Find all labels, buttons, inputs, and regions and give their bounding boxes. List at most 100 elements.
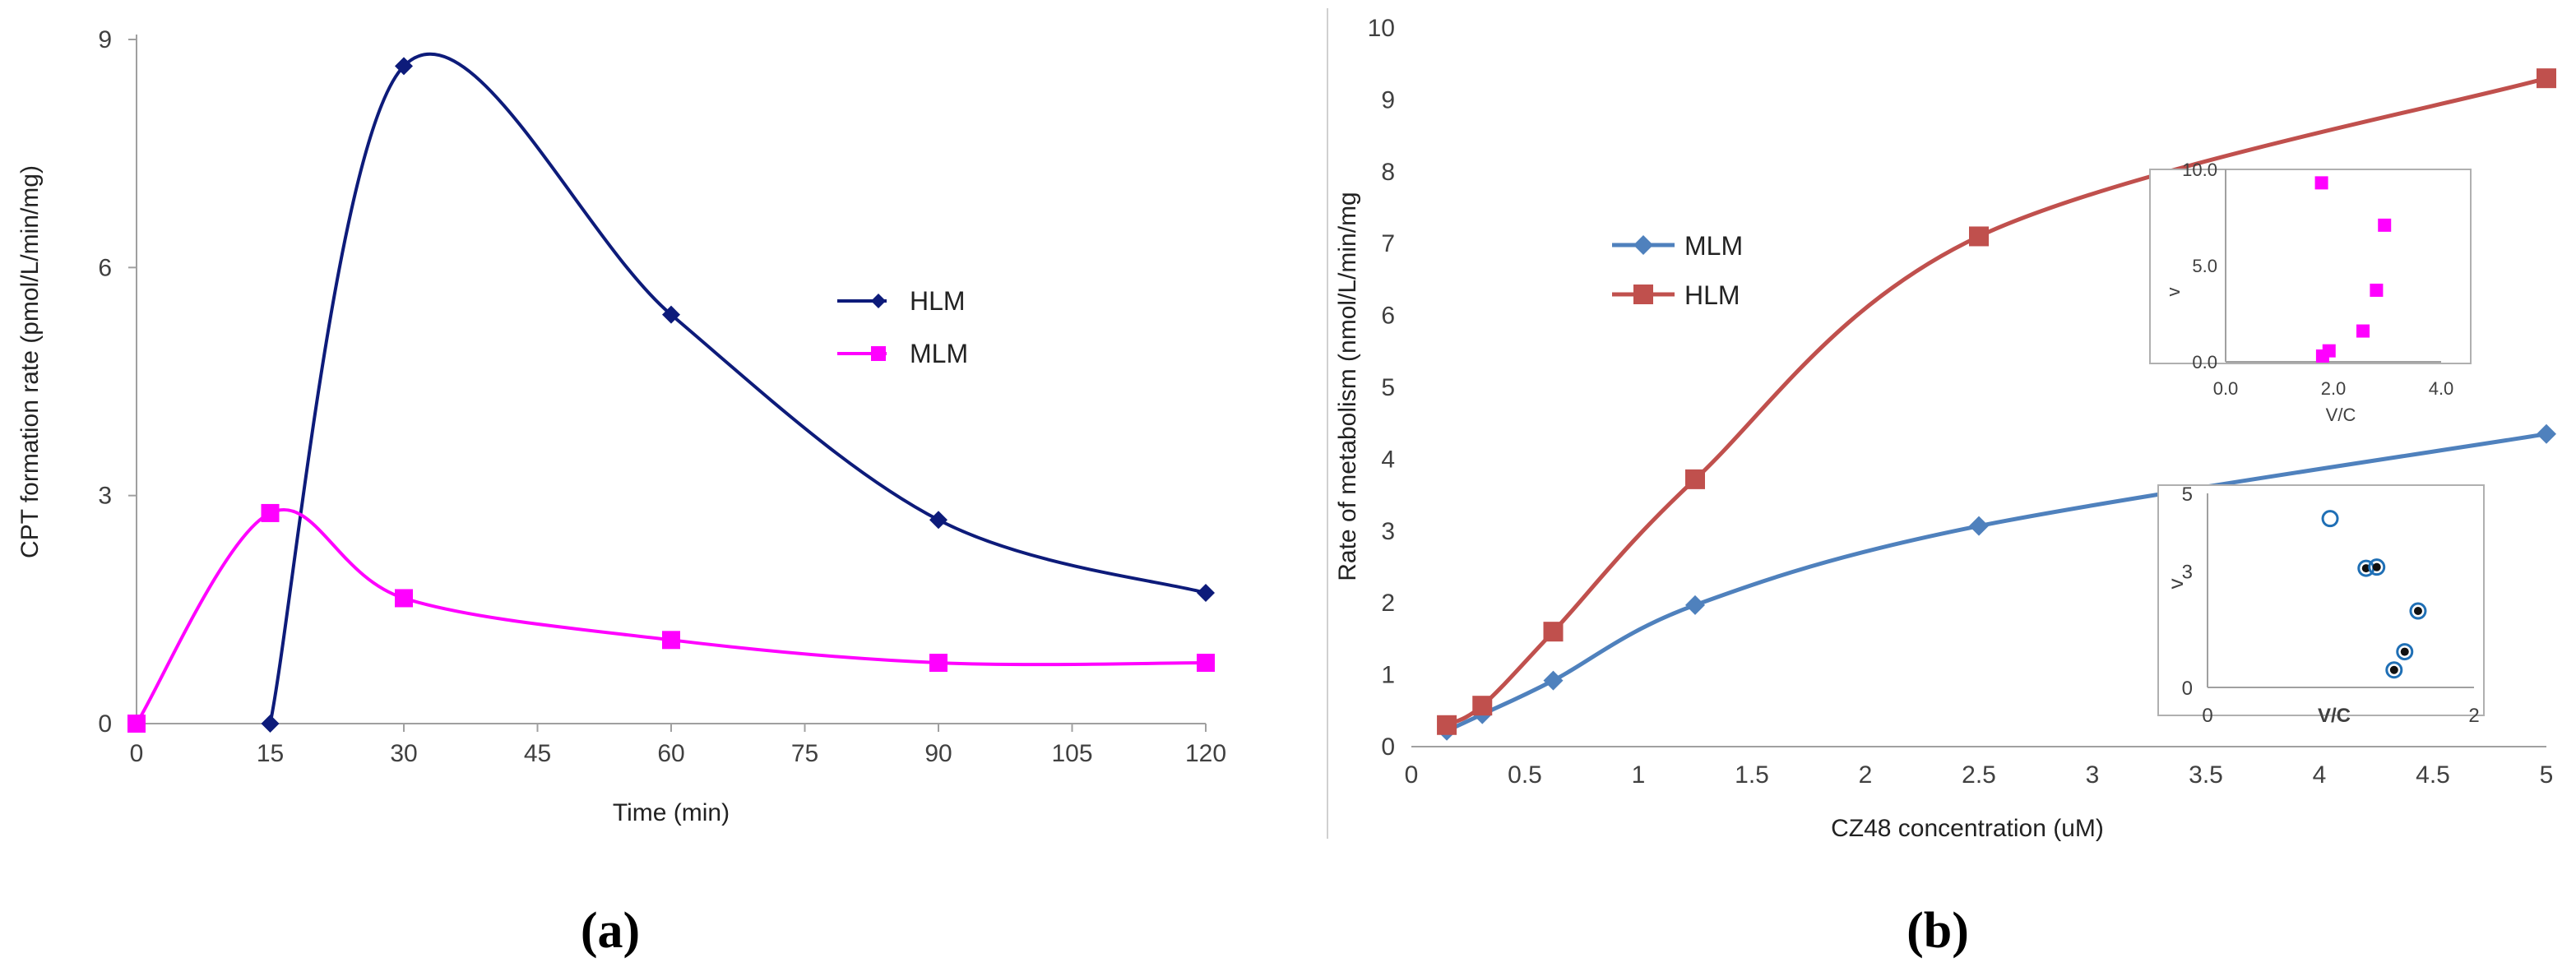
chart-b-legend-label: HLM — [1684, 280, 1740, 310]
chart-a-y-tick-label: 3 — [98, 483, 112, 510]
chart-b-x-axis-label: CZ48 concentration (uM) — [1831, 815, 2104, 842]
inset-bottom-data-point — [2409, 602, 2427, 620]
chart-b-data-point — [1685, 595, 1705, 615]
chart-b-series-line-mlm — [1446, 432, 2547, 733]
chart-a-x-tick-label: 90 — [924, 740, 952, 767]
chart-b-x-tick-label: 0 — [1405, 761, 1419, 789]
chart-a-x-axis-label: Time (min) — [613, 799, 730, 826]
chart-b-x-tick-label: 3.5 — [2189, 761, 2223, 789]
chart-b: 0 0.5 1 1.5 2 2.5 3 3.5 4 4.5 5 0 1 2 3 4 5 6 7 8 9 10 MLM HLM… — [1334, 15, 2556, 842]
chart-a-x-tick-label: 0 — [130, 740, 144, 767]
inset-top-x-tick-label: 2.0 — [2321, 378, 2347, 399]
inset-bottom-y-label: v — [2163, 579, 2188, 590]
panel-label-b: (b) — [1907, 903, 1969, 959]
inset-top-y-label: v — [2163, 288, 2184, 297]
chart-b-y-tick-label: 5 — [1381, 374, 1395, 401]
inset-top-x-tick-label: 4.0 — [2429, 378, 2454, 399]
panel-label-a: (a) — [581, 903, 640, 959]
chart-a-x-tick-label: 60 — [657, 740, 684, 767]
chart-b-data-point — [2537, 423, 2556, 444]
chart-b-x-tick-label: 0.5 — [1508, 761, 1542, 789]
chart-b-y-axis-label: Rate of metabolism (nmol/L/min/mg — [1334, 192, 1361, 581]
chart-b-x-tick-label: 2.5 — [1962, 761, 1996, 789]
inset-top-data-point — [2370, 283, 2384, 297]
inset-top-data-point — [2314, 176, 2328, 190]
inset-bottom-data-point-fill — [2372, 562, 2381, 571]
chart-b-x-tick-label: 2 — [1859, 761, 1873, 789]
chart-b-data-point — [1543, 670, 1564, 691]
chart-a-x-tick-label: 15 — [257, 740, 284, 767]
inset-top-data-point — [2378, 218, 2392, 232]
chart-a-y-axis-label: CPT formation rate (pmol/L/min/mg) — [16, 165, 44, 558]
inset-top-y-tick-label: 10.0 — [2182, 160, 2217, 180]
inset-bottom: 0 2 0 3 5 V/C v — [2157, 484, 2485, 727]
chart-a-legend-marker — [871, 294, 886, 308]
chart-b-y-tick-label: 4 — [1381, 446, 1395, 473]
chart-a-legend-marker — [871, 346, 886, 361]
chart-a-x-tick-label: 105 — [1051, 740, 1092, 767]
inset-bottom-x-tick-label: 2 — [2468, 705, 2479, 727]
inset-top-x-tick-label: 0.0 — [2213, 378, 2239, 399]
chart-b-y-tick-label: 9 — [1381, 86, 1395, 113]
chart-a-data-point — [1197, 654, 1215, 673]
chart-a-y-tick-label: 6 — [98, 254, 112, 281]
inset-top-data-point — [2322, 344, 2336, 358]
chart-a-data-point — [662, 631, 680, 650]
chart-b-data-point — [2537, 68, 2556, 89]
chart-b-data-point — [1969, 226, 1989, 247]
chart-a-data-point — [261, 503, 280, 522]
chart-a-data-point — [127, 715, 146, 733]
chart-b-data-point — [1437, 715, 1457, 735]
chart-a-legend-label: HLM — [910, 286, 966, 316]
chart-b-data-point — [1685, 469, 1705, 489]
inset-bottom-data-point-fill — [2413, 607, 2422, 616]
inset-bottom-y-tick-label: 3 — [2182, 561, 2193, 583]
chart-a-series-line-mlm — [135, 508, 1207, 725]
inset-bottom-y-tick-label: 5 — [2182, 484, 2193, 506]
chart-b-legend-marker — [1633, 285, 1653, 304]
chart-a-data-point — [395, 589, 413, 608]
chart-a-y-tick-label: 9 — [98, 26, 112, 53]
chart-b-data-point — [1969, 516, 1989, 536]
inset-bottom-data-point-fill — [2400, 647, 2409, 656]
inset-bottom-data-point — [2321, 510, 2339, 528]
chart-b-y-tick-label: 1 — [1381, 662, 1395, 689]
inset-bottom-frame — [2157, 484, 2485, 716]
chart-b-data-point — [1543, 622, 1564, 642]
chart-a-x-tick-label: 45 — [524, 740, 551, 767]
inset-top-x-label: V/C — [2326, 405, 2356, 425]
chart-b-series-line-hlm — [1445, 76, 2547, 728]
chart-a-x-tick-label: 30 — [390, 740, 417, 767]
inset-top: 0.0 2.0 4.0 0.0 5.0 10.0 V/C v — [2149, 160, 2472, 425]
chart-b-y-tick-label: 8 — [1381, 159, 1395, 186]
chart-b-x-tick-label: 1 — [1632, 761, 1646, 789]
inset-bottom-data-point-fill — [2361, 564, 2370, 573]
inset-bottom-x-label: V/C — [2318, 705, 2351, 727]
chart-a-data-point — [929, 511, 947, 530]
inset-top-y-tick-label: 0.0 — [2192, 352, 2217, 372]
chart-b-x-tick-label: 5 — [2540, 761, 2554, 789]
chart-b-y-tick-label: 2 — [1381, 590, 1395, 617]
chart-a-x-tick-label: 75 — [791, 740, 818, 767]
inset-top-y-tick-label: 5.0 — [2192, 256, 2217, 276]
chart-a: 0 15 30 45 60 75 90 105 120 0 3 6 9 HLM MLM Time (min… — [16, 26, 1226, 826]
inset-bottom-data-point-fill — [2389, 665, 2398, 674]
inset-bottom-data-point — [2368, 558, 2386, 576]
chart-a-x-tick-label: 120 — [1185, 740, 1226, 767]
chart-b-legend-label: MLM — [1684, 231, 1743, 261]
inset-top-data-point — [2356, 324, 2370, 338]
chart-b-legend-marker — [1633, 235, 1653, 255]
chart-b-y-tick-label: 7 — [1381, 230, 1395, 257]
chart-b-x-tick-label: 4 — [2313, 761, 2327, 789]
chart-a-data-point — [395, 57, 413, 76]
chart-b-y-tick-label: 3 — [1381, 518, 1395, 545]
inset-bottom-x-tick-label: 0 — [2202, 705, 2212, 727]
chart-b-y-tick-label: 10 — [1368, 15, 1395, 42]
chart-a-data-point — [662, 305, 680, 324]
chart-a-legend-label: MLM — [910, 339, 968, 368]
chart-a-data-point — [929, 654, 947, 673]
inset-bottom-data-point — [2396, 643, 2414, 661]
chart-a-data-point — [1197, 583, 1215, 602]
chart-b-y-tick-label: 0 — [1381, 733, 1395, 761]
